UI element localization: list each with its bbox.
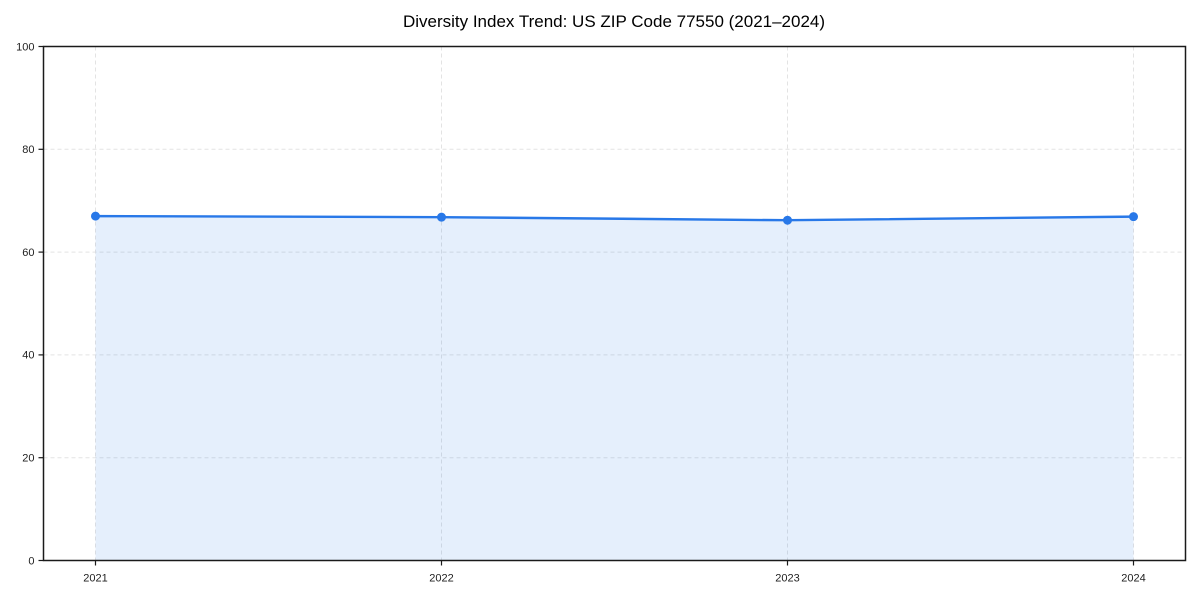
y-axis-tick-label: 0 xyxy=(28,555,34,567)
area-fill xyxy=(95,216,1134,561)
plot-border xyxy=(42,45,1187,562)
y-axis-tick-label: 100 xyxy=(16,41,34,53)
data-point-marker xyxy=(91,211,100,221)
y-axis-tick-label: 20 xyxy=(22,453,34,465)
chart-title: Diversity Index Trend: US ZIP Code 77550… xyxy=(402,12,826,31)
y-axis-tick-label: 40 xyxy=(22,350,34,362)
data-point-marker xyxy=(1129,212,1138,222)
x-axis-tick-label: 2022 xyxy=(429,573,453,585)
y-axis-tick-label: 60 xyxy=(22,247,34,259)
trend-line xyxy=(94,214,1135,222)
data-point-marker xyxy=(437,212,446,222)
y-axis-tick-label: 80 xyxy=(22,144,34,156)
data-point-marker xyxy=(783,215,792,225)
x-axis-tick-label: 2021 xyxy=(83,573,107,585)
x-axis-tick-label: 2023 xyxy=(775,573,799,585)
x-axis-tick-label: 2024 xyxy=(1121,573,1145,585)
